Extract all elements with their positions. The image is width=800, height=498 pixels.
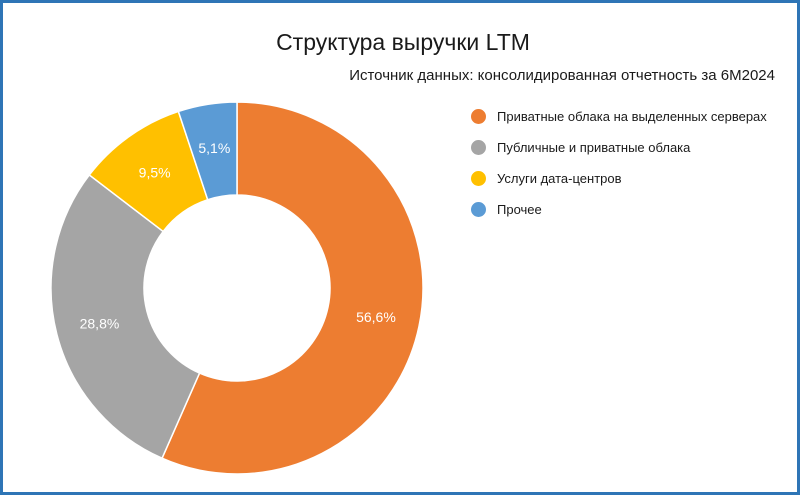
slice-value-label: 28,8% xyxy=(80,315,120,331)
legend-label: Публичные и приватные облака xyxy=(497,140,691,155)
legend-swatch xyxy=(471,140,486,155)
legend-swatch xyxy=(471,202,486,217)
legend-label: Прочее xyxy=(497,202,542,217)
donut-slice xyxy=(161,101,424,475)
legend-item: Публичные и приватные облака xyxy=(471,132,767,163)
legend-swatch xyxy=(471,171,486,186)
donut-labels: 56,6% 28,8% 9,5% 5,1% xyxy=(80,140,396,331)
chart-title: Структура выручки LTM xyxy=(276,29,530,55)
donut-chart: 56,6% 28,8% 9,5% 5,1% xyxy=(50,101,424,475)
chart-subtitle: Источник данных: консолидированная отчет… xyxy=(349,67,775,84)
slice-value-label: 5,1% xyxy=(198,140,230,156)
legend-item: Услуги дата-центров xyxy=(471,163,767,194)
chart-legend: Приватные облака на выделенных серверах П… xyxy=(471,101,767,225)
legend-label: Услуги дата-центров xyxy=(497,171,622,186)
slice-value-label: 9,5% xyxy=(139,164,171,180)
donut-slice xyxy=(50,173,201,460)
donut-slices xyxy=(50,101,424,475)
legend-label: Приватные облака на выделенных серверах xyxy=(497,109,767,124)
legend-item: Приватные облака на выделенных серверах xyxy=(471,101,767,132)
donut-slice xyxy=(177,101,238,201)
slice-value-label: 56,6% xyxy=(356,309,396,325)
legend-swatch xyxy=(471,109,486,124)
legend-item: Прочее xyxy=(471,194,767,225)
